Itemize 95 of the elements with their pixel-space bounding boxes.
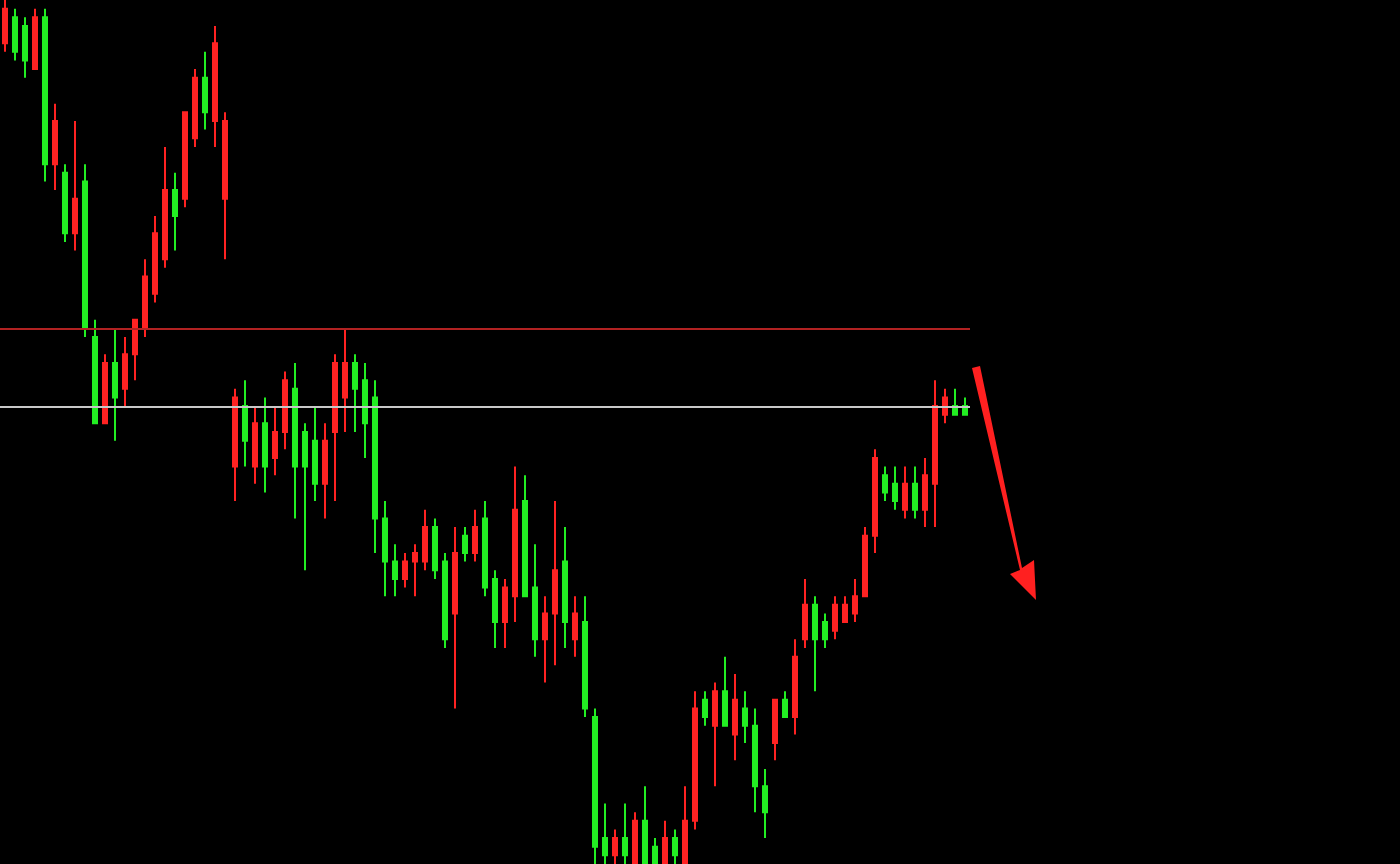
candlestick xyxy=(382,500,388,598)
candlestick xyxy=(592,707,598,864)
candlestick xyxy=(622,802,628,864)
candlestick xyxy=(862,526,868,598)
candlestick xyxy=(492,569,498,649)
candlestick xyxy=(272,405,278,477)
candlestick xyxy=(472,508,478,563)
candlestick xyxy=(292,361,298,520)
candlestick xyxy=(922,456,928,529)
candlestick xyxy=(12,7,18,62)
candlestick xyxy=(532,543,538,658)
candlestick xyxy=(132,318,138,382)
candlestick xyxy=(872,448,878,554)
candlestick xyxy=(892,465,898,511)
candlestick xyxy=(602,802,608,864)
candlestick xyxy=(782,690,788,719)
candlestick xyxy=(772,698,778,762)
candlestick xyxy=(182,111,188,209)
candlestick xyxy=(142,258,148,338)
candlestick xyxy=(712,681,718,788)
candlestick xyxy=(402,551,408,589)
candlestick xyxy=(832,595,838,641)
candlestick xyxy=(802,577,808,649)
candlestick xyxy=(232,387,238,503)
candlestick xyxy=(742,690,748,745)
candlestick xyxy=(812,595,818,693)
candlestick xyxy=(912,465,918,520)
candlestick xyxy=(92,318,98,425)
candlestick xyxy=(22,16,28,79)
candlestick xyxy=(902,465,908,520)
candlestick xyxy=(62,163,68,243)
candlestick xyxy=(202,50,208,131)
candlestick xyxy=(422,508,428,572)
candlestick xyxy=(822,612,828,649)
candlestick xyxy=(32,7,38,71)
candlestick xyxy=(332,353,338,503)
candlestick xyxy=(552,500,558,667)
candlestick xyxy=(52,102,58,192)
candlestick xyxy=(242,379,248,468)
candlestick xyxy=(842,595,848,624)
candlestick xyxy=(692,690,698,831)
candlestick xyxy=(582,595,588,719)
candlestick xyxy=(152,215,158,304)
candlestick xyxy=(2,0,8,53)
candlestick xyxy=(122,335,128,408)
candlestick xyxy=(322,422,328,520)
candlestick xyxy=(42,7,48,183)
candlestick xyxy=(792,638,798,736)
candlestick xyxy=(882,465,888,503)
candlestick xyxy=(302,422,308,572)
candlestick xyxy=(172,171,178,252)
candlestick xyxy=(412,543,418,598)
candlestick xyxy=(572,595,578,658)
candlestick xyxy=(512,465,518,624)
candlestick xyxy=(612,828,618,864)
candlestick xyxy=(312,405,318,503)
candlestick xyxy=(442,551,448,649)
candlestick xyxy=(502,577,508,649)
candlestick xyxy=(102,353,108,425)
candlestick xyxy=(942,387,948,425)
candlestick xyxy=(362,361,368,459)
candlestick xyxy=(82,163,88,338)
candlestick xyxy=(722,655,728,727)
candlestick xyxy=(192,68,198,148)
candlestick xyxy=(212,24,218,148)
candlestick xyxy=(522,474,528,598)
candlestick xyxy=(222,111,228,261)
candlestick xyxy=(662,819,668,864)
candlestick xyxy=(342,327,348,433)
candlestick xyxy=(542,595,548,684)
candlestick xyxy=(482,500,488,598)
candlestick xyxy=(72,119,78,252)
candlestick xyxy=(702,690,708,727)
candlestick xyxy=(352,353,358,433)
candlestick xyxy=(762,767,768,840)
candlestick xyxy=(372,379,378,554)
candlestick xyxy=(732,672,738,762)
candlestick xyxy=(852,577,858,624)
candlestick xyxy=(932,379,938,529)
candlestick xyxy=(432,517,438,580)
candlestick xyxy=(262,396,268,494)
candlestick xyxy=(452,526,458,710)
candlestick xyxy=(562,526,568,649)
candlestick xyxy=(112,327,118,442)
candlestick xyxy=(162,145,168,269)
candlestick xyxy=(682,785,688,864)
candlestick xyxy=(752,707,758,814)
candlestick xyxy=(392,543,398,598)
candlestick xyxy=(282,370,288,451)
candlestick xyxy=(672,828,678,864)
candlestick xyxy=(632,811,638,864)
candlestick xyxy=(252,405,258,485)
candlestick xyxy=(642,785,648,864)
candlestick xyxy=(652,837,658,864)
candlestick xyxy=(462,526,468,563)
